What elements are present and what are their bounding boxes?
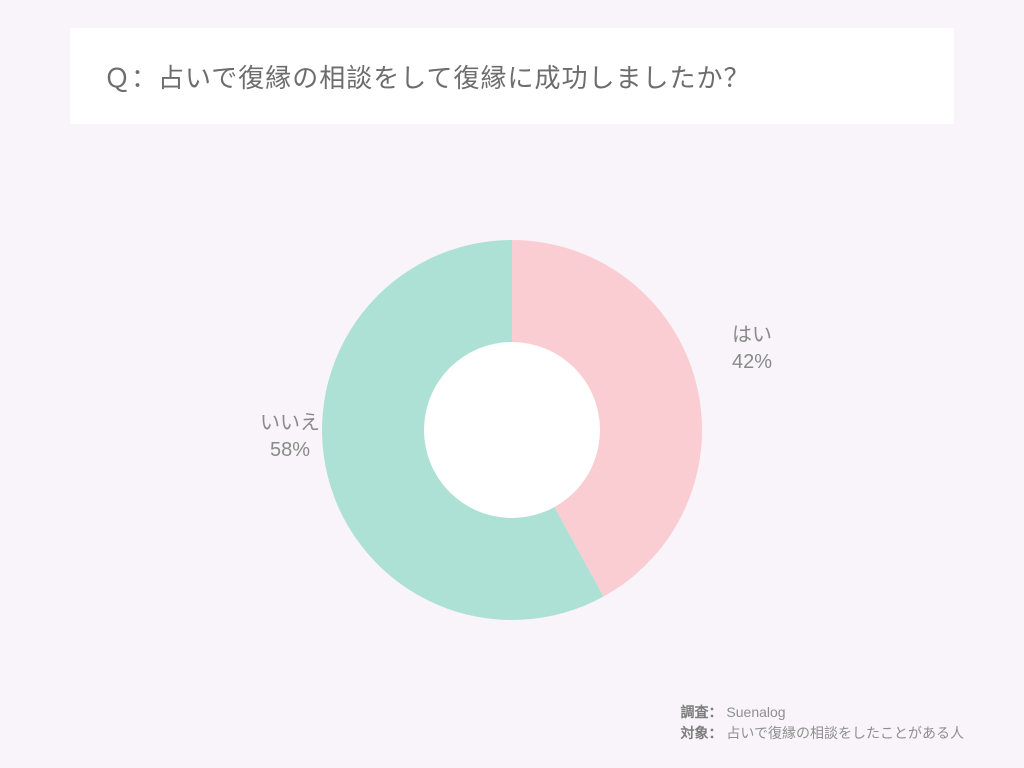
donut-svg xyxy=(0,150,1024,690)
slice-label-text-yes: はい xyxy=(732,322,772,349)
footer-credits: 調査： Suenalog 対象： 占いで復縁の相談をしたことがある人 xyxy=(681,702,964,744)
slice-label-text-no: いいえ xyxy=(260,410,320,437)
title-card: Ｑ：占いで復縁の相談をして復縁に成功しましたか？ xyxy=(70,28,954,124)
slice-label-yes: はい42% xyxy=(732,322,772,376)
footer-line-2: 対象： 占いで復縁の相談をしたことがある人 xyxy=(681,723,964,744)
slice-label-value-no: 58% xyxy=(260,437,320,464)
footer-l2-label: 対象： xyxy=(681,725,723,741)
slice-label-value-yes: 42% xyxy=(732,349,772,376)
donut-chart: はい42% いいえ58% xyxy=(0,150,1024,690)
footer-l2-value: 占いで復縁の相談をしたことがある人 xyxy=(726,725,964,741)
chart-title: Ｑ：占いで復縁の相談をして復縁に成功しましたか？ xyxy=(104,58,750,95)
footer-l1-value: Suenalog xyxy=(726,704,785,720)
footer-l1-label: 調査： xyxy=(681,704,723,720)
donut-hole xyxy=(424,342,600,518)
footer-line-1: 調査： Suenalog xyxy=(681,702,964,723)
slice-label-no: いいえ58% xyxy=(260,410,320,464)
